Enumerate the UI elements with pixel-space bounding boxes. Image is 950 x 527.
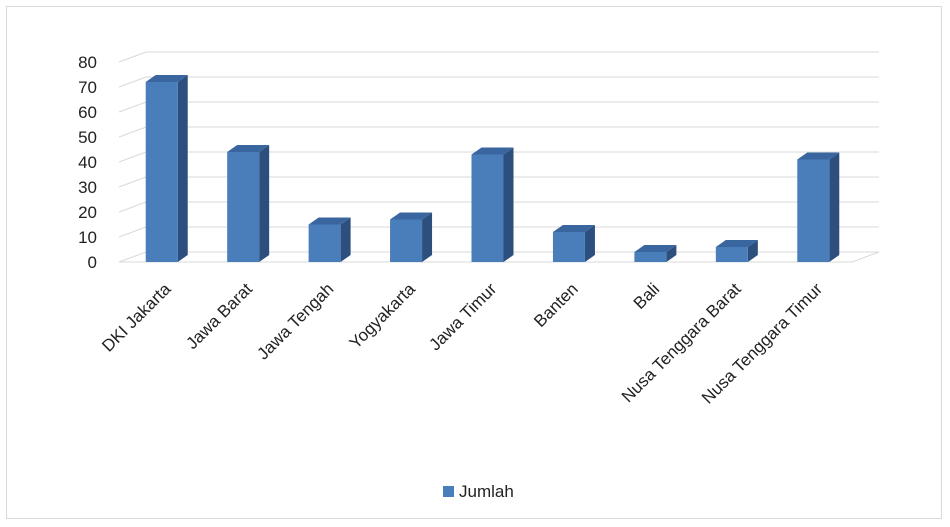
bar-top-3	[308, 217, 351, 225]
y-tick-label: 0	[88, 253, 97, 272]
category-label: Banten	[530, 279, 582, 331]
floor-right-edge	[851, 251, 880, 263]
gridline-depth-0	[118, 251, 147, 263]
y-tick-label: 20	[78, 203, 97, 222]
y-tick-label: 50	[78, 128, 97, 147]
bar-6	[552, 232, 585, 262]
bar-side-8	[747, 240, 758, 262]
category-label: DKI Jakarta	[98, 279, 175, 356]
bar-3	[308, 224, 341, 262]
gridline-depth-10	[118, 226, 147, 238]
bar-side-6	[584, 225, 595, 262]
y-tick-label: 10	[78, 228, 97, 247]
y-tick-label: 40	[78, 153, 97, 172]
gridline-depth-50	[118, 126, 147, 138]
bar-top-9	[797, 152, 840, 160]
y-tick-label: 30	[78, 178, 97, 197]
bar-5	[471, 154, 504, 262]
category-label: Jawa Barat	[182, 279, 256, 353]
gridline-depth-60	[118, 101, 147, 113]
bar-side-5	[503, 147, 514, 262]
bar-top-6	[552, 225, 595, 232]
bar-top-7	[634, 245, 677, 252]
bar-side-1	[177, 75, 188, 262]
bar-2	[227, 152, 260, 262]
bar-8	[715, 247, 748, 262]
bar-4	[390, 219, 423, 262]
y-tick-label: 80	[78, 53, 97, 72]
gridline-depth-30	[118, 176, 147, 188]
category-label: Jawa Timur	[425, 279, 500, 354]
bar-top-2	[227, 145, 270, 152]
bar-side-3	[340, 217, 351, 262]
bar-top-4	[390, 212, 433, 220]
category-label: Yogyakarta	[346, 279, 420, 353]
gridline-depth-40	[118, 151, 147, 163]
gridline-depth-20	[118, 201, 147, 213]
bar-top-8	[715, 240, 758, 247]
bar-side-2	[259, 145, 270, 262]
bar-1	[145, 82, 178, 262]
legend-swatch	[443, 486, 454, 497]
category-label: Bali	[630, 279, 663, 312]
bar-top-1	[145, 75, 188, 82]
bar-side-9	[829, 152, 840, 262]
bar-7	[634, 252, 667, 262]
y-tick-label: 70	[78, 78, 97, 97]
gridline-depth-70	[118, 76, 147, 88]
bar-side-4	[422, 212, 433, 262]
bar-top-5	[471, 147, 514, 155]
y-tick-label: 60	[78, 103, 97, 122]
legend-label: Jumlah	[459, 482, 514, 501]
bar-9	[797, 159, 830, 262]
gridline-depth-80	[118, 51, 147, 63]
bar-side-7	[666, 245, 677, 262]
category-label: Jawa Tengah	[253, 279, 337, 363]
